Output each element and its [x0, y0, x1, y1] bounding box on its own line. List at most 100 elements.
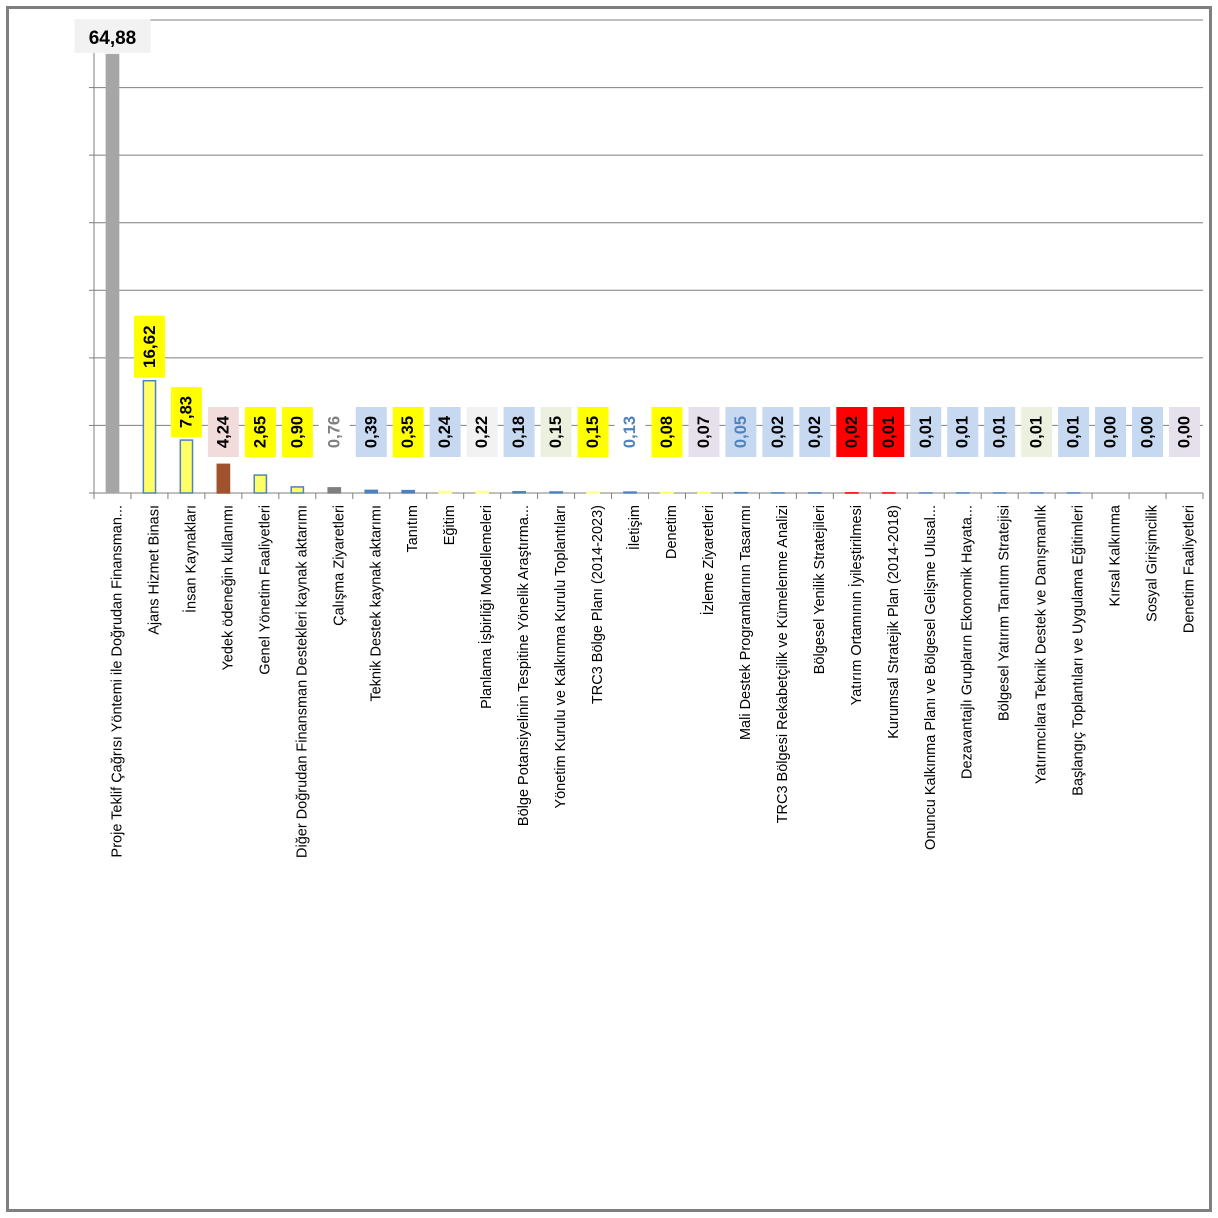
data-label: 0,35 — [392, 407, 424, 457]
bar — [105, 53, 120, 494]
data-label: 0,18 — [503, 407, 535, 457]
category-label: Proje Teklif Çağrısı Yöntemi ile Doğruda… — [109, 505, 125, 857]
bar — [142, 379, 157, 494]
svg-text:0,18: 0,18 — [510, 416, 528, 448]
data-label: 0,00 — [1132, 407, 1164, 457]
category-label: İletişim — [625, 505, 643, 550]
category-label: Tanıtım — [405, 505, 421, 553]
data-label: 0,15 — [540, 407, 572, 457]
data-label: 0,00 — [1169, 407, 1201, 457]
svg-text:0,00: 0,00 — [1176, 416, 1194, 448]
bar — [549, 491, 563, 494]
data-label: 0,02 — [762, 407, 794, 457]
data-label: 0,24 — [429, 407, 461, 457]
bars — [105, 53, 1081, 494]
category-label: Çalışma Ziyaretleri — [331, 505, 347, 626]
svg-text:0,05: 0,05 — [732, 416, 750, 448]
svg-text:0,02: 0,02 — [769, 416, 787, 448]
category-label: Teknik Destek kaynak aktarımı — [368, 505, 384, 702]
svg-text:4,24: 4,24 — [214, 415, 232, 448]
category-label: Yatırımcılara Teknik Destek ve Danışmanl… — [1034, 504, 1050, 784]
svg-text:0,00: 0,00 — [1102, 416, 1120, 448]
category-label: Yatırım Ortamının İyileştirilmesi — [847, 505, 865, 705]
bar — [623, 491, 637, 494]
bar — [586, 491, 600, 494]
data-label: 0,00 — [1095, 407, 1127, 457]
data-label: 2,65 — [244, 407, 276, 457]
bar — [401, 489, 416, 494]
svg-text:0,90: 0,90 — [288, 416, 306, 448]
svg-text:0,02: 0,02 — [806, 416, 824, 448]
data-label: 0,07 — [688, 407, 720, 457]
svg-text:0,15: 0,15 — [547, 416, 565, 448]
category-label: TRC3 Bölge Planı (2014-2023) — [590, 505, 606, 704]
data-label: 0,39 — [355, 407, 387, 457]
svg-text:0,24: 0,24 — [436, 415, 454, 448]
svg-text:0,01: 0,01 — [1028, 416, 1046, 448]
category-label: Bölgesel Yenilik Stratejileri — [812, 505, 828, 674]
bar — [216, 463, 231, 494]
category-label: Yönetim Kurulu ve Kalkınma Kurulu Toplan… — [553, 505, 569, 809]
bar — [660, 491, 674, 494]
gridlines — [94, 19, 1203, 426]
category-label: Mali Destek Programlarının Tasarımı — [738, 505, 754, 740]
category-labels: Proje Teklif Çağrısı Yöntemi ile Doğruda… — [109, 504, 1197, 858]
svg-text:0,22: 0,22 — [473, 416, 491, 448]
category-label: Denetim Faaliyetleri — [1182, 505, 1198, 633]
category-label: Dezavantajlı Grupların Ekonomik Hayata..… — [960, 505, 976, 779]
data-label: 0,01 — [1058, 407, 1090, 457]
bar — [327, 487, 342, 494]
bar — [290, 486, 305, 494]
chart-frame — [6, 6, 1212, 1212]
svg-text:0,07: 0,07 — [695, 416, 713, 448]
category-label: Eğitim — [442, 505, 458, 545]
svg-text:0,02: 0,02 — [843, 416, 861, 448]
data-label: 0,01 — [873, 407, 905, 457]
bar — [364, 489, 379, 494]
category-label: Başlangıç Toplantıları ve Uygulama Eğiti… — [1071, 505, 1087, 796]
category-label: Planlama İşbirliği Modellemeleri — [477, 505, 495, 709]
svg-text:2,65: 2,65 — [251, 416, 269, 448]
data-label: 0,01 — [984, 407, 1016, 457]
data-label: 0,01 — [1021, 407, 1053, 457]
data-label: 0,76 — [318, 407, 350, 457]
data-label: 0,08 — [651, 407, 683, 457]
svg-text:16,62: 16,62 — [140, 325, 159, 368]
category-label: Diğer Doğrudan Finansman Destekleri kayn… — [294, 505, 310, 858]
category-label: Ajans Hizmet Binası — [146, 505, 162, 635]
data-label: 7,83 — [170, 387, 202, 438]
svg-text:0,01: 0,01 — [880, 416, 898, 448]
data-labels: 64,88 16,62 7,83 4,24 2,65 0,90 0,76 0,39 0,35 0,… — [74, 19, 1201, 457]
data-label: 0,15 — [577, 407, 609, 457]
category-label: TRC3 Bölgesi Rekabetçilik ve Kümelenme A… — [775, 505, 791, 823]
category-label: Kurumsal Stratejik Plan (2014-2018) — [886, 505, 902, 739]
bar — [512, 491, 526, 494]
category-label: Sosyal Girişimcilik — [1145, 504, 1161, 622]
bar — [475, 490, 489, 494]
svg-text:0,01: 0,01 — [991, 416, 1009, 448]
data-label: 0,05 — [725, 407, 757, 457]
svg-text:0,13: 0,13 — [621, 416, 639, 448]
svg-text:0,76: 0,76 — [325, 416, 343, 448]
category-label: İzleme Ziyaretleri — [699, 505, 717, 615]
svg-text:0,01: 0,01 — [954, 416, 972, 448]
data-label: 0,02 — [836, 407, 868, 457]
svg-text:0,01: 0,01 — [917, 416, 935, 448]
axes — [89, 19, 1204, 499]
category-label: Denetim — [664, 505, 680, 559]
bar — [179, 439, 194, 494]
category-label: Bölgesel Yatırım Tanıtım Stratejisi — [997, 505, 1013, 721]
svg-text:0,08: 0,08 — [658, 416, 676, 448]
category-label: Kırsal Kalkınma — [1108, 504, 1124, 606]
bar — [438, 490, 453, 494]
data-label: 64,88 — [74, 19, 151, 53]
svg-text:64,88: 64,88 — [89, 28, 137, 49]
svg-text:0,15: 0,15 — [584, 416, 602, 448]
data-label: 0,01 — [910, 407, 942, 457]
category-label: Yedek ödeneğin kullanımı — [220, 505, 236, 671]
bar — [253, 474, 268, 494]
data-label: 0,22 — [466, 407, 498, 457]
svg-text:7,83: 7,83 — [177, 396, 195, 428]
category-label: İnsan Kaynakları — [181, 505, 199, 613]
